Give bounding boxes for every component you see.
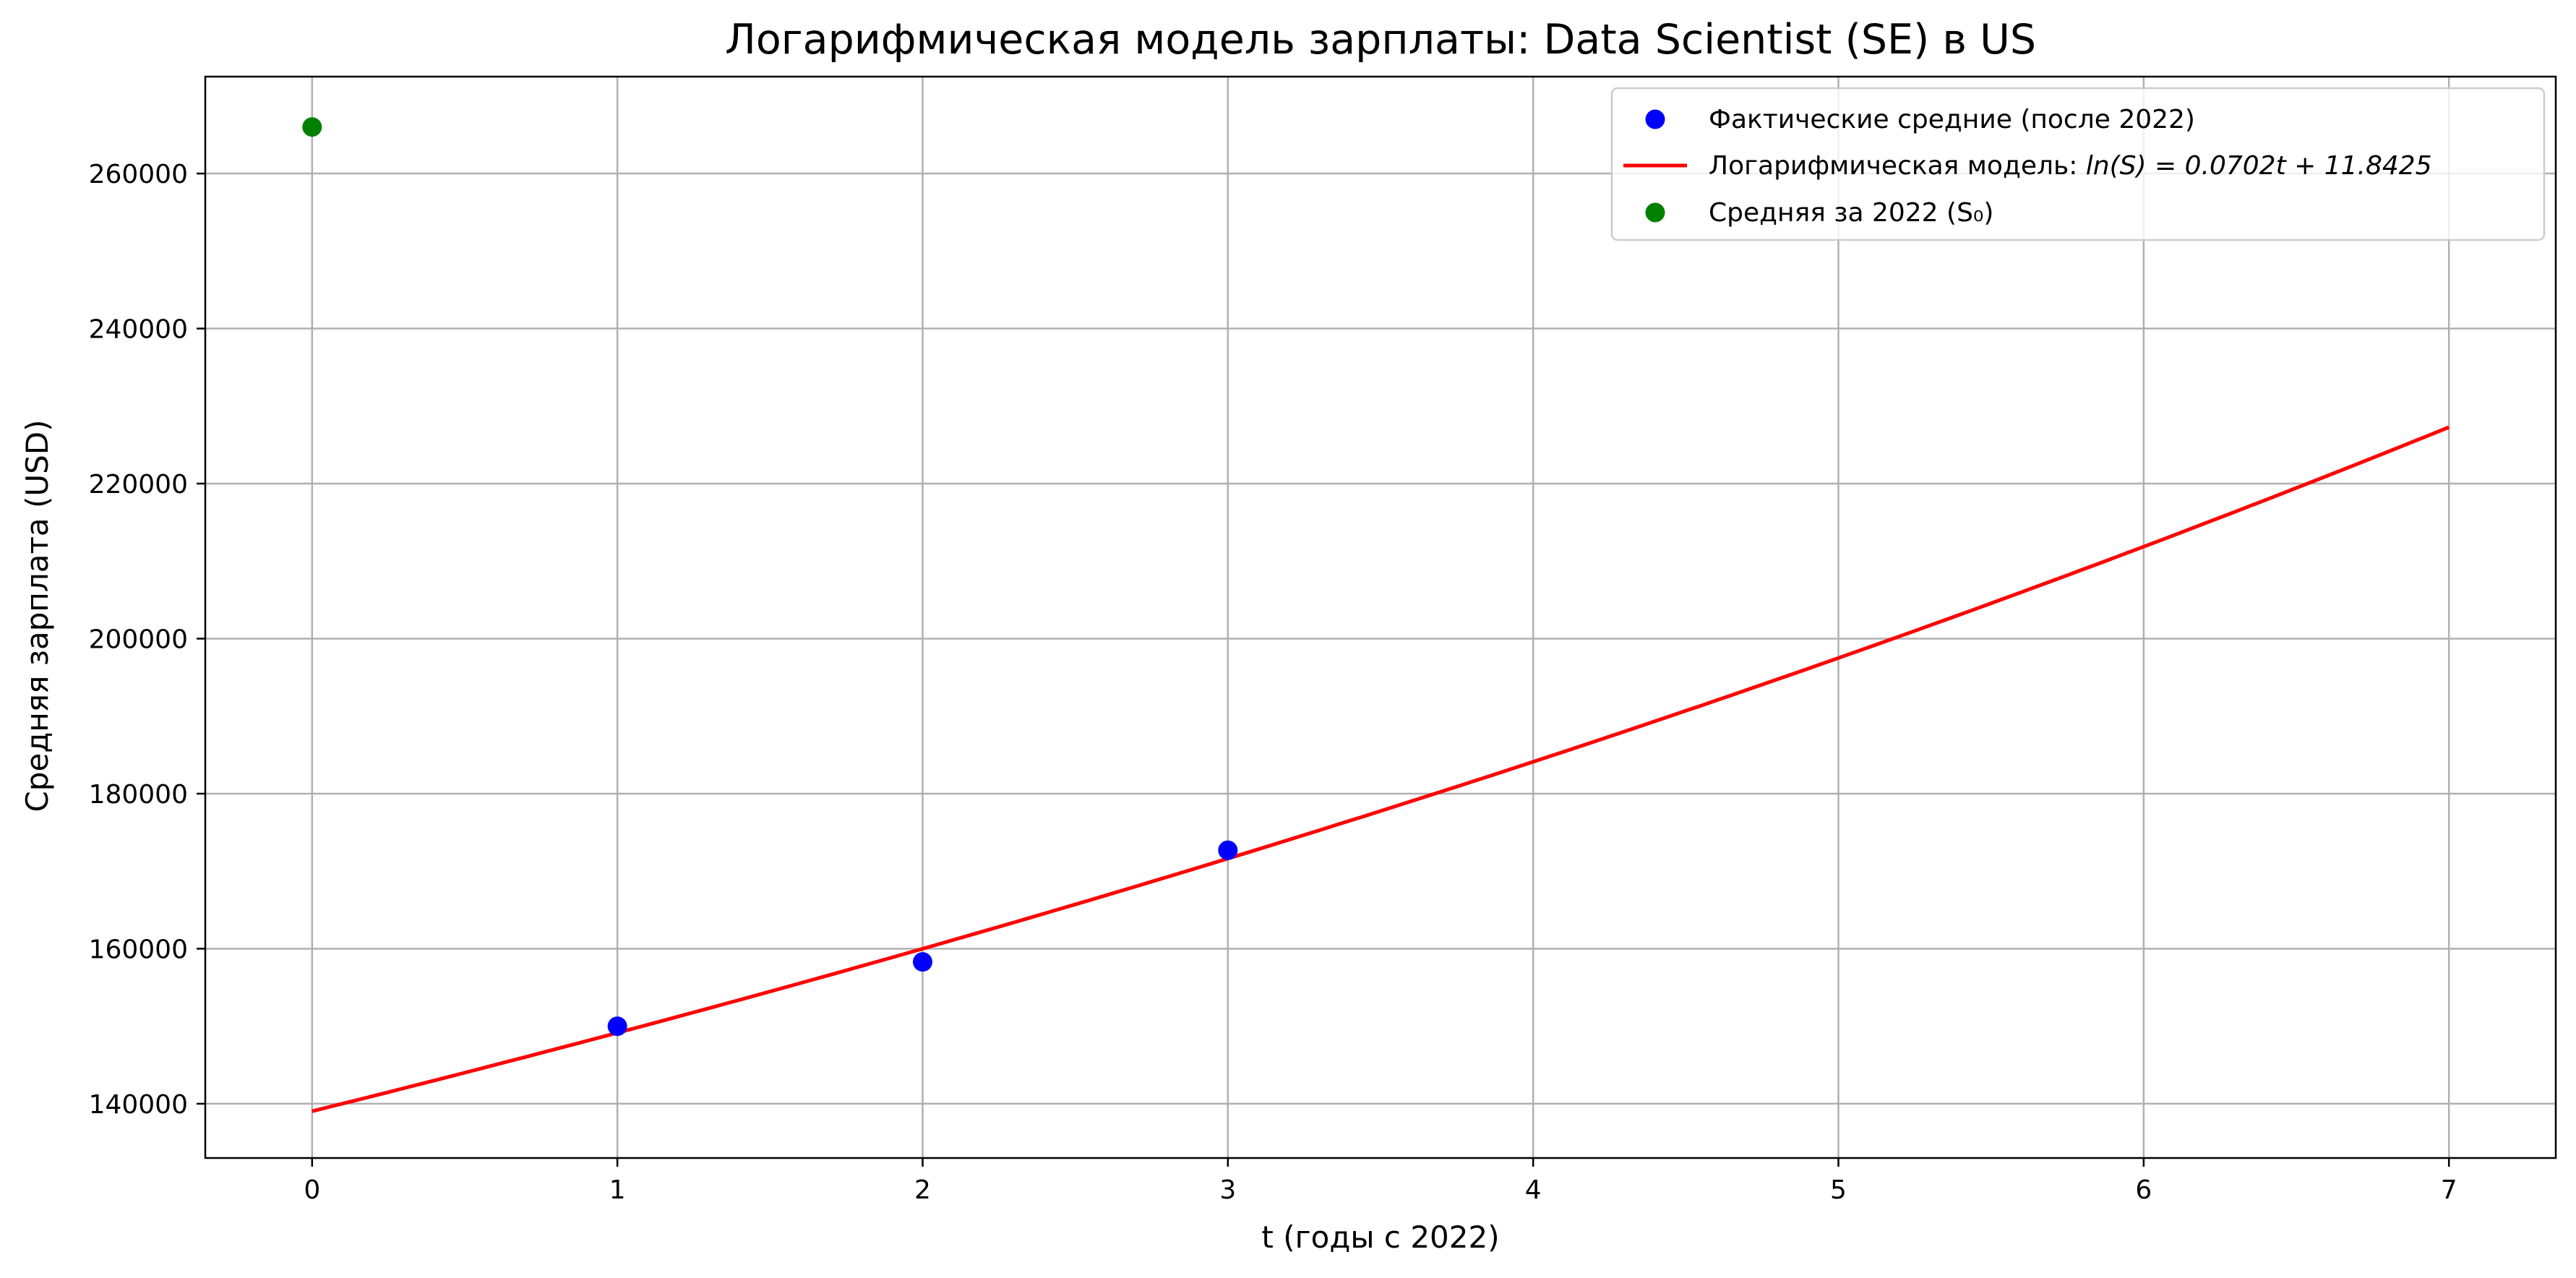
scatter-point	[912, 952, 932, 972]
plot-frame	[204, 75, 2557, 1159]
model-line	[312, 425, 2450, 1113]
y-tick-label: 200000	[89, 625, 188, 654]
legend: Фактические средние (после 2022) Логарифм…	[1610, 87, 2546, 241]
plot-area	[302, 117, 2450, 1113]
chart-title: Логарифмическая модель зарплаты: Data Sc…	[725, 16, 2036, 64]
grid	[205, 77, 2556, 1158]
x-axis-ticks: 0 1 2 3 4 5 6 7	[304, 1158, 2457, 1205]
y-tick-label: 260000	[89, 160, 188, 189]
legend-marker	[1645, 202, 1665, 223]
scatter-point	[302, 117, 322, 137]
y-tick-label: 140000	[89, 1090, 188, 1120]
legend-label: Логарифмическая модель: ln(S) = 0.0702t …	[1709, 151, 2432, 181]
y-tick-label: 220000	[89, 470, 188, 499]
x-tick-label: 6	[2135, 1175, 2152, 1205]
x-tick-label: 1	[609, 1175, 626, 1205]
x-tick-label: 7	[2441, 1175, 2457, 1205]
legend-marker	[1645, 109, 1665, 129]
y-tick-label: 160000	[89, 935, 188, 964]
x-tick-label: 5	[1830, 1175, 1847, 1205]
x-tick-label: 3	[1219, 1175, 1236, 1205]
legend-label: Фактические средние (после 2022)	[1709, 105, 2195, 134]
x-tick-label: 2	[914, 1175, 931, 1205]
x-axis-label: t (годы с 2022)	[1261, 1219, 1499, 1255]
y-tick-label: 180000	[89, 780, 188, 810]
y-tick-label: 240000	[89, 315, 188, 345]
legend-box	[1610, 87, 2546, 241]
legend-label: Средняя за 2022 (S₀)	[1709, 198, 1993, 228]
scatter-point	[1218, 840, 1238, 860]
x-tick-label: 4	[1525, 1175, 1542, 1205]
y-axis-ticks: 140000 160000 180000 200000 220000 240000 2600…	[89, 160, 205, 1120]
scatter-point	[607, 1016, 627, 1037]
x-tick-label: 0	[304, 1175, 320, 1205]
y-axis-label: Средняя зарплата (USD)	[20, 419, 55, 812]
